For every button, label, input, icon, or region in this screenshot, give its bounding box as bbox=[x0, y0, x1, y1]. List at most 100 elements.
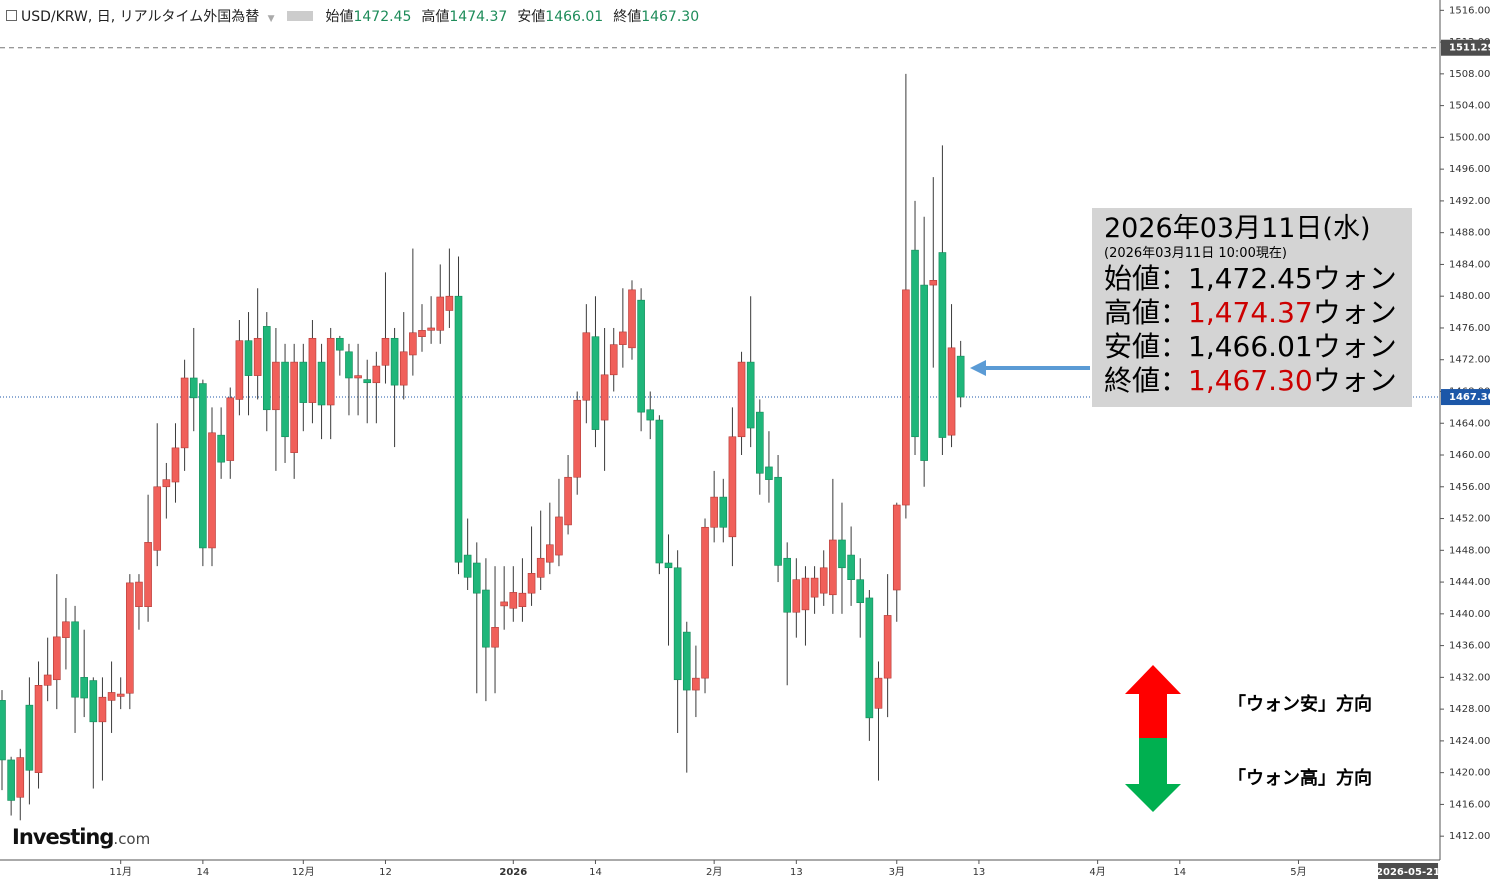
candle-body bbox=[381, 337, 390, 366]
candle-body bbox=[135, 581, 143, 607]
candle-body bbox=[144, 542, 152, 607]
row-unit: ウォン bbox=[1312, 296, 1397, 329]
ref-line-box bbox=[1441, 389, 1490, 406]
candle-body bbox=[43, 674, 52, 686]
candle-body bbox=[199, 383, 207, 549]
candle-body bbox=[892, 504, 901, 591]
x-cursor-label: 2026-05-21 bbox=[1376, 867, 1440, 878]
candle-body bbox=[646, 409, 655, 421]
ref-line-label: 1467.30 bbox=[1449, 392, 1490, 403]
candle-body bbox=[783, 557, 791, 613]
candle-body bbox=[865, 597, 874, 719]
candle-body bbox=[25, 704, 34, 771]
watermark-suffix: .com bbox=[113, 830, 151, 848]
x-tick-label: 12月 bbox=[292, 866, 315, 878]
y-tick-label: 1456.00 bbox=[1449, 482, 1490, 493]
y-tick-label: 1428.00 bbox=[1449, 704, 1490, 715]
candle-body bbox=[445, 295, 454, 311]
annotation-subtitle: (2026年03月11日 10:00現在) bbox=[1104, 246, 1287, 261]
candle-body bbox=[52, 636, 61, 681]
row-value: 1,467.30 bbox=[1188, 364, 1313, 397]
candle-body bbox=[518, 592, 527, 607]
candle-body bbox=[756, 411, 764, 474]
candle-body bbox=[116, 693, 125, 697]
y-tick-label: 1460.00 bbox=[1449, 450, 1490, 461]
x-tick-label: 12 bbox=[379, 867, 392, 878]
annotation-rows: 始値：1,472.45ウォン 高値：1,474.37ウォン 安値：1,466.01ウ… bbox=[1104, 262, 1412, 398]
direction-label: 「ウォン安」方向 bbox=[1228, 694, 1372, 715]
candle-body bbox=[509, 592, 518, 609]
candle-body bbox=[692, 677, 700, 691]
x-tick-label: 13 bbox=[973, 867, 986, 878]
candle-body bbox=[801, 577, 810, 611]
x-tick-label: 4月 bbox=[1089, 866, 1105, 878]
candle-body bbox=[838, 539, 846, 569]
y-tick-label: 1464.00 bbox=[1449, 418, 1490, 429]
candle-body bbox=[582, 332, 591, 401]
y-tick-label: 1476.00 bbox=[1449, 323, 1490, 334]
candle-body bbox=[463, 554, 472, 578]
candle-body bbox=[810, 577, 819, 598]
candle-body bbox=[226, 397, 235, 461]
x-tick-label: 14 bbox=[197, 867, 210, 878]
ohlc-header: 始値1472.45 高値1474.37 安値1466.01 終値1467.30 bbox=[325, 9, 709, 25]
candle-body bbox=[883, 615, 892, 679]
direction-label: 「ウォン高」方向 bbox=[1228, 768, 1372, 789]
y-tick-label: 1504.00 bbox=[1449, 101, 1490, 112]
ohlc-label: 終値 bbox=[613, 9, 642, 25]
candle-body bbox=[673, 567, 682, 681]
candle-body bbox=[262, 326, 271, 411]
y-tick-label: 1436.00 bbox=[1449, 641, 1490, 652]
candle-body bbox=[189, 377, 198, 399]
candle-body bbox=[345, 351, 353, 379]
candle-body bbox=[792, 579, 801, 613]
candle-body bbox=[0, 700, 6, 761]
candle-body bbox=[600, 374, 609, 421]
watermark: Investing.com bbox=[12, 825, 150, 849]
candle-body bbox=[126, 582, 134, 694]
x-tick-label: 2月 bbox=[706, 866, 722, 878]
candle-body bbox=[107, 692, 116, 701]
row-unit: ウォン bbox=[1312, 330, 1397, 363]
candle-body bbox=[208, 432, 216, 549]
candle-body bbox=[162, 479, 171, 488]
ohlc-value: 1472.45 bbox=[353, 9, 412, 25]
candle-body bbox=[746, 361, 755, 429]
row-value: 1,466.01 bbox=[1188, 330, 1313, 363]
y-tick-label: 1452.00 bbox=[1449, 514, 1490, 525]
candle-body bbox=[472, 562, 481, 594]
x-tick-label: 3月 bbox=[889, 866, 905, 878]
x-tick-label: 14 bbox=[589, 867, 602, 878]
candle-body bbox=[829, 539, 837, 596]
candle-body bbox=[609, 344, 618, 376]
candle-body bbox=[619, 331, 627, 345]
candle-body bbox=[555, 516, 563, 556]
y-tick-label: 1508.00 bbox=[1449, 69, 1490, 80]
ref-line-label: 1511.29 bbox=[1449, 43, 1490, 54]
x-tick-label: 5月 bbox=[1290, 866, 1306, 878]
candle-body bbox=[16, 757, 25, 798]
candle-body bbox=[89, 680, 98, 723]
ohlc-value: 1467.30 bbox=[641, 9, 700, 25]
candle-body bbox=[34, 685, 43, 773]
y-tick-label: 1420.00 bbox=[1449, 768, 1490, 779]
collapse-icon[interactable] bbox=[6, 10, 17, 21]
candle-body bbox=[354, 375, 362, 379]
candle-body bbox=[317, 361, 326, 406]
candle-body bbox=[564, 476, 572, 526]
candle-body bbox=[546, 544, 554, 563]
y-tick-label: 1448.00 bbox=[1449, 545, 1490, 556]
candle-body bbox=[682, 631, 691, 691]
y-tick-label: 1488.00 bbox=[1449, 228, 1490, 239]
chart-header: USD/KRW, 日, リアルタイム外国為替 ▼ 始値1472.45 高値1474… bbox=[6, 6, 709, 26]
ohlc-value: 1474.37 bbox=[449, 9, 508, 25]
settings-icons[interactable] bbox=[287, 11, 314, 21]
candle-body bbox=[399, 351, 408, 386]
row-label: 安値： bbox=[1104, 330, 1189, 363]
candle-body bbox=[637, 299, 645, 413]
x-tick-label: 13 bbox=[790, 867, 803, 878]
y-tick-label: 1516.00 bbox=[1449, 5, 1490, 16]
dropdown-icon[interactable]: ▼ bbox=[267, 14, 275, 24]
